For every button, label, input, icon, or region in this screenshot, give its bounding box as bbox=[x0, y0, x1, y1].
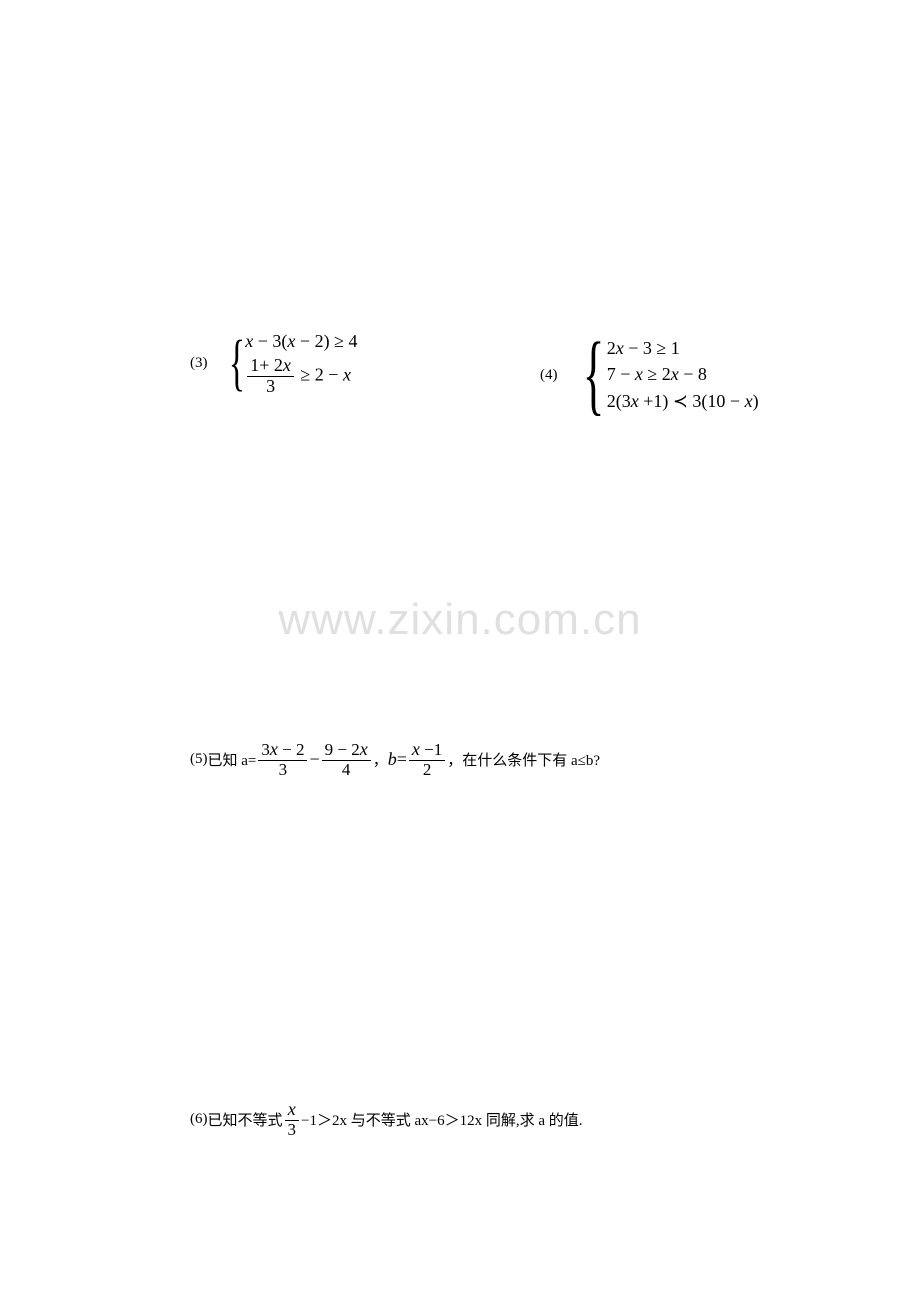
problem-4-eq2: 7 − x ≥ 2x − 8 bbox=[607, 363, 759, 386]
problem-3: (3) { x − 3(x − 2) ≥ 4 1+ 2x 3 ≥ 2 − x bbox=[190, 330, 357, 397]
problem-6-text1: 已知不等式 bbox=[208, 1109, 283, 1130]
problem-4-eq1: 2x − 3 ≥ 1 bbox=[607, 337, 759, 360]
problem-3-equations: x − 3(x − 2) ≥ 4 1+ 2x 3 ≥ 2 − x bbox=[245, 330, 357, 397]
problem-4-system: { 2x − 3 ≥ 1 7 − x ≥ 2x − 8 2(3x +1) ≺ 3… bbox=[572, 330, 759, 420]
problem-3-label: (3) bbox=[190, 355, 208, 372]
fraction: 3x − 2 3 bbox=[258, 740, 307, 779]
problem-5-label: (5) bbox=[190, 751, 208, 768]
problem-3-eq1: x − 3(x − 2) ≥ 4 bbox=[245, 330, 357, 353]
problem-6-label: (6) bbox=[190, 1111, 208, 1128]
watermark: www.zixin.com.cn bbox=[278, 595, 641, 645]
problem-3-system: { x − 3(x − 2) ≥ 4 1+ 2x 3 ≥ 2 − x bbox=[222, 330, 358, 397]
problem-5-text3: ，在什么条件下有 a≤b? bbox=[447, 749, 600, 770]
fraction: 9 − 2x 4 bbox=[322, 740, 371, 779]
left-brace-icon: { bbox=[582, 330, 604, 420]
problem-4-equations: 2x − 3 ≥ 1 7 − x ≥ 2x − 8 2(3x +1) ≺ 3(1… bbox=[607, 337, 759, 413]
problem-5: (5) 已知 a= 3x − 2 3 − 9 − 2x 4 ， b = x −1… bbox=[190, 740, 600, 779]
left-brace-icon: { bbox=[228, 332, 244, 394]
fraction: x 3 bbox=[285, 1100, 300, 1139]
problem-3-eq2: 1+ 2x 3 ≥ 2 − x bbox=[245, 356, 357, 397]
fraction: 1+ 2x 3 bbox=[247, 356, 294, 397]
problem-5-text1: 已知 a= bbox=[208, 749, 257, 770]
problem-4: (4) { 2x − 3 ≥ 1 7 − x ≥ 2x − 8 2(3x +1)… bbox=[540, 330, 759, 420]
problem-4-label: (4) bbox=[540, 367, 558, 384]
problem-6: (6) 已知不等式 x 3 −1＞2x 与不等式 ax−6＞12x 同解,求 a… bbox=[190, 1100, 583, 1139]
problem-6-text2: −1＞2x 与不等式 ax−6＞12x 同解,求 a 的值. bbox=[301, 1109, 583, 1130]
problem-4-eq3: 2(3x +1) ≺ 3(10 − x) bbox=[607, 390, 759, 413]
fraction: x −1 2 bbox=[409, 740, 445, 779]
